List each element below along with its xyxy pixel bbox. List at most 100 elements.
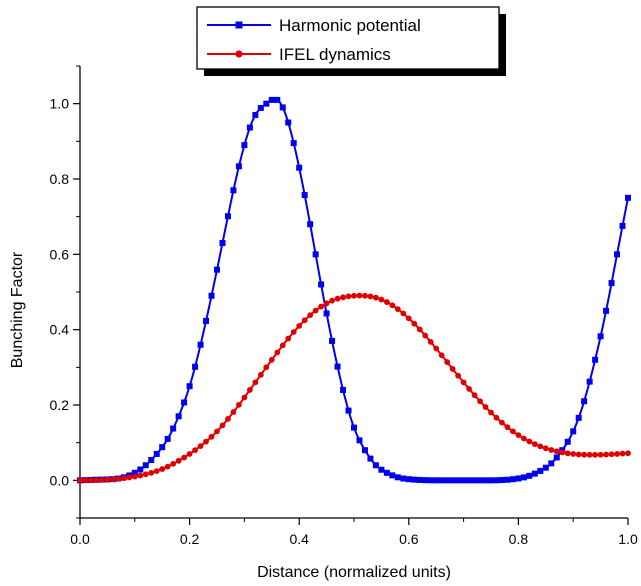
data-point (482, 404, 489, 410)
data-point (455, 477, 462, 484)
data-point (438, 352, 445, 359)
data-point (246, 124, 253, 131)
data-point (252, 111, 259, 118)
data-point (422, 332, 429, 339)
data-point (597, 451, 604, 458)
data-point (564, 450, 571, 457)
data-point (274, 96, 281, 103)
data-point (263, 100, 270, 107)
data-point (378, 466, 385, 473)
data-point (460, 379, 467, 386)
data-point (383, 469, 390, 476)
data-point (520, 435, 527, 442)
data-point (351, 292, 357, 299)
data-point (411, 320, 418, 327)
x-axis-ticks: 0.0 0.2 0.4 0.6 0.8 1.0 (70, 518, 638, 547)
data-point (345, 407, 352, 414)
data-point (427, 477, 434, 484)
data-point (444, 477, 451, 484)
data-point (153, 468, 160, 474)
data-point (570, 428, 577, 435)
data-point (214, 428, 220, 435)
data-point (312, 307, 319, 314)
data-point (537, 443, 544, 450)
data-point (323, 310, 330, 317)
data-point (142, 471, 149, 478)
data-point (619, 222, 626, 229)
data-point (608, 451, 615, 458)
x-tick-label: 0.4 (289, 531, 309, 547)
data-point (581, 451, 588, 458)
data-point (329, 297, 335, 304)
data-point (181, 399, 188, 406)
series-ifel-dynamics (77, 292, 631, 484)
data-point (268, 356, 275, 363)
data-point (488, 409, 494, 416)
data-point (361, 447, 368, 454)
x-axis-title: Distance (normalized units) (257, 564, 451, 581)
data-point (471, 477, 478, 484)
data-point (334, 363, 341, 370)
data-point (542, 445, 549, 452)
data-point (362, 292, 368, 299)
data-point (394, 474, 401, 481)
data-point (345, 293, 352, 300)
data-point (389, 472, 396, 479)
data-point (219, 240, 226, 247)
data-point (208, 292, 215, 299)
data-point (224, 213, 231, 220)
data-point (181, 454, 188, 461)
data-point (115, 475, 122, 482)
data-point (466, 477, 473, 484)
data-point (340, 294, 346, 301)
data-point (126, 474, 133, 481)
data-point (603, 451, 609, 458)
data-point (148, 457, 155, 464)
data-point (526, 438, 533, 445)
data-point (553, 448, 560, 455)
data-point (301, 192, 308, 199)
data-point (279, 342, 286, 349)
data-point (564, 438, 571, 445)
data-point (82, 477, 89, 484)
data-point (153, 450, 160, 457)
data-point (477, 398, 483, 405)
data-point (548, 460, 555, 467)
y-tick-label: 0.0 (50, 472, 70, 488)
data-point (296, 323, 303, 329)
data-point (493, 414, 500, 421)
data-point (219, 422, 226, 429)
data-point (427, 339, 434, 345)
data-point (433, 345, 440, 352)
data-point (175, 413, 182, 420)
data-point (438, 477, 445, 484)
data-point (274, 349, 281, 356)
data-point (323, 300, 330, 307)
legend-box (196, 6, 500, 70)
data-point (197, 443, 204, 450)
y-tick-label: 0.2 (50, 397, 70, 413)
data-point (460, 477, 467, 484)
data-point (131, 473, 138, 480)
legend-label-ifel: IFEL dynamics (279, 45, 391, 64)
data-point (334, 295, 341, 302)
data-point (405, 315, 412, 322)
data-point (164, 435, 171, 442)
data-point (625, 194, 631, 201)
data-point (93, 477, 100, 483)
data-point (433, 477, 440, 484)
x-tick-label: 0.6 (399, 531, 419, 547)
data-point (625, 450, 631, 457)
data-point (203, 438, 209, 445)
data-point (203, 317, 210, 324)
x-tick-label: 0.0 (70, 531, 90, 547)
data-point (312, 251, 319, 258)
x-tick-label: 0.8 (509, 531, 529, 547)
data-point (225, 416, 231, 422)
data-point (230, 187, 237, 194)
data-point (170, 425, 177, 432)
data-point (509, 476, 516, 483)
data-point (329, 337, 336, 344)
data-point (493, 477, 500, 484)
y-tick-label: 1.0 (50, 96, 70, 112)
